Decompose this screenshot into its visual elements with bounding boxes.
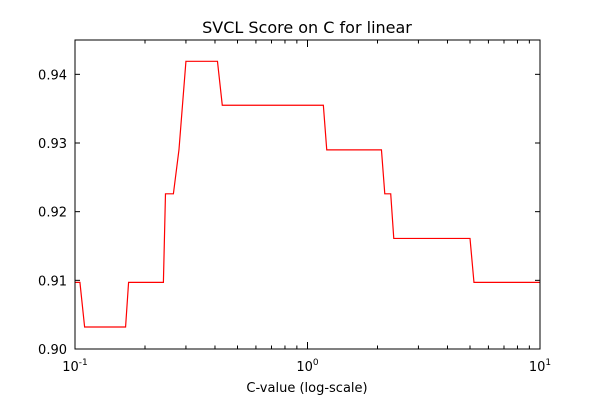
y-tick-label: 0.93 bbox=[38, 137, 67, 152]
x-axis-label: C-value (log-scale) bbox=[246, 381, 367, 396]
plot-frame bbox=[74, 39, 541, 350]
series-line-0 bbox=[75, 60, 540, 328]
y-tick-label: 0.92 bbox=[38, 206, 67, 221]
y-tick-label: 0.94 bbox=[38, 68, 67, 83]
y-tick-label: 0.90 bbox=[38, 343, 67, 358]
axis-ticks: 0.90 0.91 0.92 0.93 0.94 10-1 100 101 bbox=[38, 40, 551, 375]
y-tick-label: 0.91 bbox=[38, 274, 67, 289]
x-tick-label: 10-1 bbox=[62, 358, 88, 375]
x-tick-label: 101 bbox=[529, 358, 551, 375]
chart-title: SVCL Score on C for linear bbox=[202, 18, 412, 37]
x-tick-label: 100 bbox=[296, 358, 319, 375]
plot-area bbox=[75, 60, 540, 328]
